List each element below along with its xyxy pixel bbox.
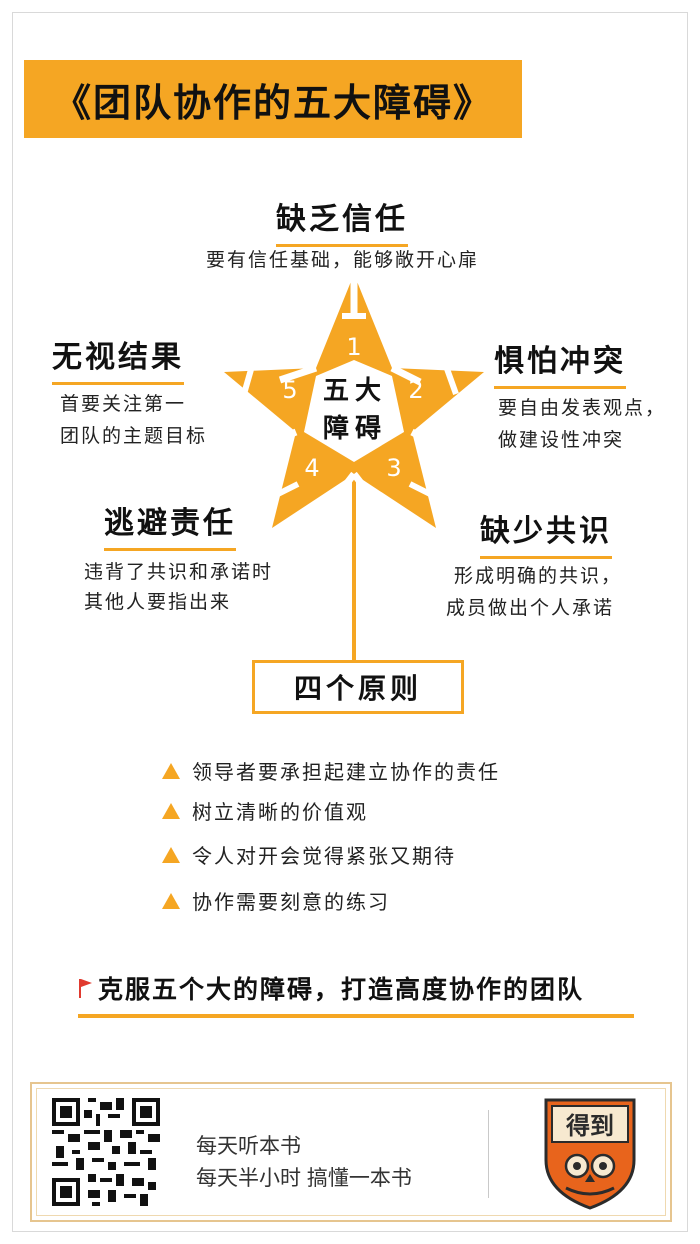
obstacle-desc-5-line1: 首要关注第一 (60, 393, 187, 415)
obstacle-desc-5-line2: 团队的主题目标 (60, 425, 208, 447)
dedao-logo[interactable]: 得到 (540, 1096, 640, 1212)
footer: 每天听本书 每天半小时 搞懂一本书 得到 (30, 1082, 672, 1222)
page-title: 《团队协作的五大障碍》 (52, 80, 493, 125)
star-separators (260, 274, 448, 503)
principle-item-1: 领导者要承担起建立协作的责任 (162, 756, 500, 785)
triangle-bullet-icon (162, 892, 180, 909)
star-number-2: 2 (408, 376, 423, 404)
obstacle-desc-1: 要有信任基础，能够敞开心扉 (206, 249, 480, 271)
star-number-4: 4 (304, 454, 319, 482)
principle-text: 协作需要刻意的练习 (192, 890, 390, 914)
star-number-3: 3 (386, 454, 401, 482)
obstacle-desc-4-line1: 违背了共识和承诺时 (84, 561, 274, 583)
obstacle-heading-2: 惧怕冲突 (494, 336, 626, 389)
page-frame (12, 12, 688, 1232)
principle-text: 令人对开会觉得紧张又期待 (192, 844, 456, 868)
triangle-bullet-icon (162, 762, 180, 779)
star-center-label-line2: 障碍 (322, 414, 387, 444)
conclusion-text: 克服五个大的障碍，打造高度协作的团队 (98, 975, 585, 1004)
logo-text: 得到 (565, 1112, 614, 1140)
star-center (304, 360, 404, 462)
obstacle-heading-4: 逃避责任 (104, 498, 236, 551)
principle-text: 树立清晰的价值观 (192, 800, 368, 824)
obstacle-desc-3-line2: 成员做出个人承诺 (446, 597, 615, 619)
obstacle-desc-4-line2: 其他人要指出来 (84, 591, 232, 613)
principles-box: 四个原则 (252, 660, 464, 714)
footer-slogan-line1: 每天听本书 (196, 1135, 301, 1158)
obstacle-heading-1: 缺乏信任 (276, 194, 408, 247)
triangle-bullet-icon (162, 846, 180, 863)
obstacle-desc-3-line1: 形成明确的共识， (454, 565, 623, 587)
obstacle-heading-3: 缺少共识 (480, 506, 612, 559)
title-banner: 《团队协作的五大障碍》 (24, 60, 522, 138)
footer-inner-border (36, 1088, 666, 1216)
star-center-label-line1: 五大 (322, 376, 387, 406)
star-tip-gaps (241, 313, 459, 499)
obstacle-heading-5: 无视结果 (52, 332, 184, 385)
star-numbers: 1 2 3 4 5 (282, 333, 423, 482)
principle-text: 领导者要承担起建立协作的责任 (192, 760, 500, 784)
qr-code-icon[interactable] (52, 1098, 160, 1206)
star-number-5: 5 (282, 376, 297, 404)
principle-item-3: 令人对开会觉得紧张又期待 (162, 840, 456, 869)
footer-divider (488, 1110, 489, 1198)
principle-item-2: 树立清晰的价值观 (162, 796, 368, 825)
obstacle-desc-2-line2: 做建设性冲突 (498, 429, 625, 451)
principle-item-4: 协作需要刻意的练习 (162, 886, 390, 915)
principles-title: 四个原则 (293, 672, 422, 705)
footer-slogan-line2: 每天半小时 搞懂一本书 (196, 1167, 412, 1190)
star-diagram: 1 2 3 4 5 (224, 274, 484, 662)
star-number-1: 1 (346, 333, 361, 361)
conclusion: 克服五个大的障碍，打造高度协作的团队 (78, 970, 634, 1018)
obstacle-desc-2-line1: 要自由发表观点， (498, 397, 667, 419)
star-center-label: 五大 障碍 (316, 372, 394, 448)
triangle-bullet-icon (162, 802, 180, 819)
flag-icon (79, 979, 92, 998)
